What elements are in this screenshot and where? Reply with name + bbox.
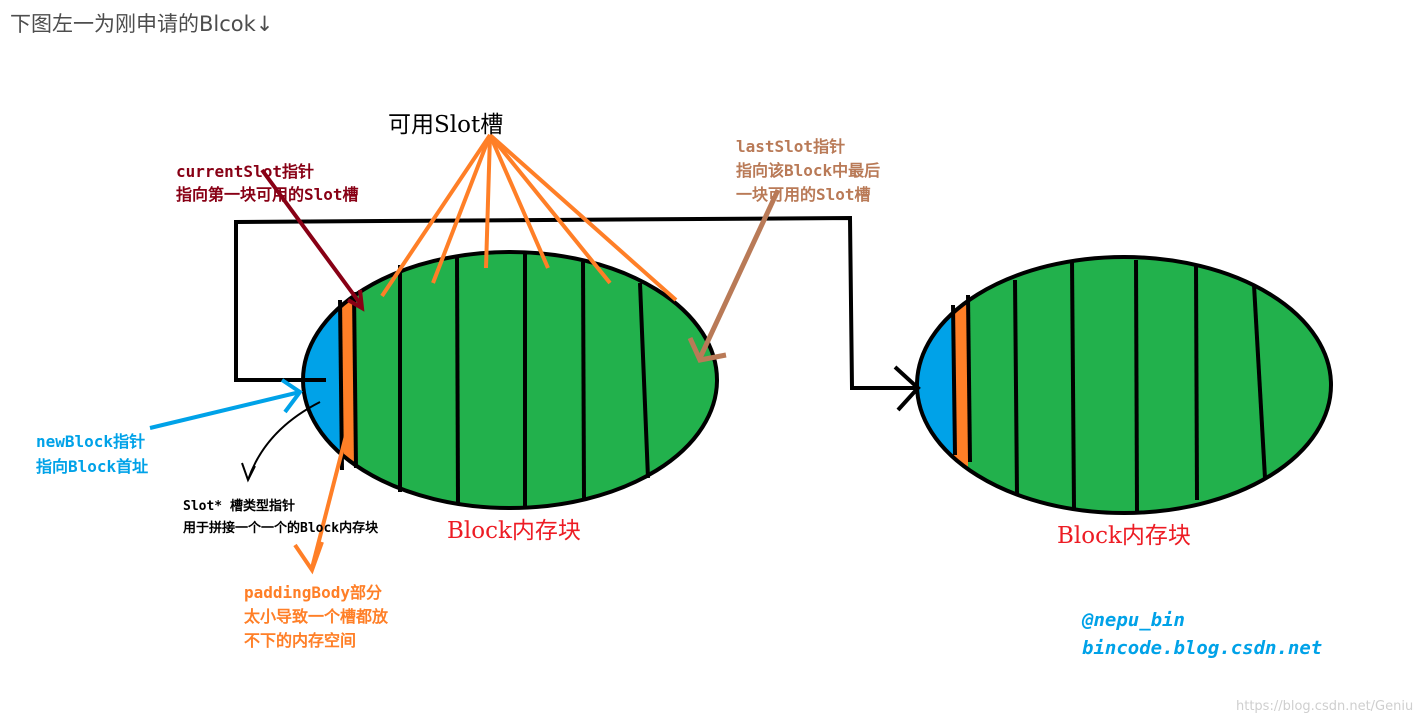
last-slot-line-1: lastSlot指针 [736, 137, 845, 156]
right-slot-dividers [951, 259, 1267, 513]
last-slot-arrow [687, 188, 781, 363]
current-slot-line-2: 指向第一块可用的Slot槽 [176, 185, 359, 204]
signature-line-1: @nepu_bin [1081, 609, 1185, 631]
new-block-arrow [149, 378, 303, 430]
new-block-line-1: newBlock指针 [36, 432, 145, 451]
left-slot-dividers [338, 252, 650, 508]
signature-line-2: bincode.blog.csdn.net [1082, 637, 1322, 659]
available-slot-arrows [380, 133, 678, 302]
slot-pointer-label: Slot* 槽类型指针 用于拼接一个一个的Block内存块 [182, 498, 379, 536]
available-slot-label: 可用Slot槽 [388, 112, 503, 138]
current-slot-arrow [260, 168, 365, 312]
right-block [915, 255, 1333, 515]
slot-pointer-line-1: Slot* 槽类型指针 [183, 498, 295, 514]
last-slot-label: lastSlot指针 指向该Block中最后 一块可用的Slot槽 [736, 137, 880, 204]
signature: @nepu_bin bincode.blog.csdn.net [1081, 609, 1322, 659]
new-block-label: newBlock指针 指向Block首址 [36, 432, 148, 476]
current-slot-line-1: currentSlot指针 [176, 162, 314, 181]
new-block-line-2: 指向Block首址 [36, 457, 148, 476]
padding-line-1: paddingBody部分 [244, 583, 382, 602]
right-block-label: Block内存块 [1057, 523, 1191, 549]
padding-body-label: paddingBody部分 太小导致一个槽都放 不下的内存空间 [243, 583, 389, 650]
slot-pointer-line-2: 用于拼接一个一个的Block内存块 [182, 520, 379, 536]
block-link-arrow [234, 215, 921, 412]
padding-body-arrow [293, 419, 352, 575]
slot-pointer-arrow [241, 401, 321, 483]
padding-line-2: 太小导致一个槽都放 [243, 607, 389, 626]
padding-line-3: 不下的内存空间 [244, 631, 356, 650]
last-slot-line-2: 指向该Block中最后 [736, 161, 880, 180]
last-slot-line-3: 一块可用的Slot槽 [736, 185, 871, 204]
page-heading: 下图左一为刚申请的Blcok↓ [10, 12, 274, 36]
watermark: https://blog.csdn.net/Genius [1236, 699, 1414, 714]
current-slot-label: currentSlot指针 指向第一块可用的Slot槽 [176, 162, 359, 204]
left-block-label: Block内存块 [447, 518, 581, 544]
right-padding-body [954, 257, 968, 513]
